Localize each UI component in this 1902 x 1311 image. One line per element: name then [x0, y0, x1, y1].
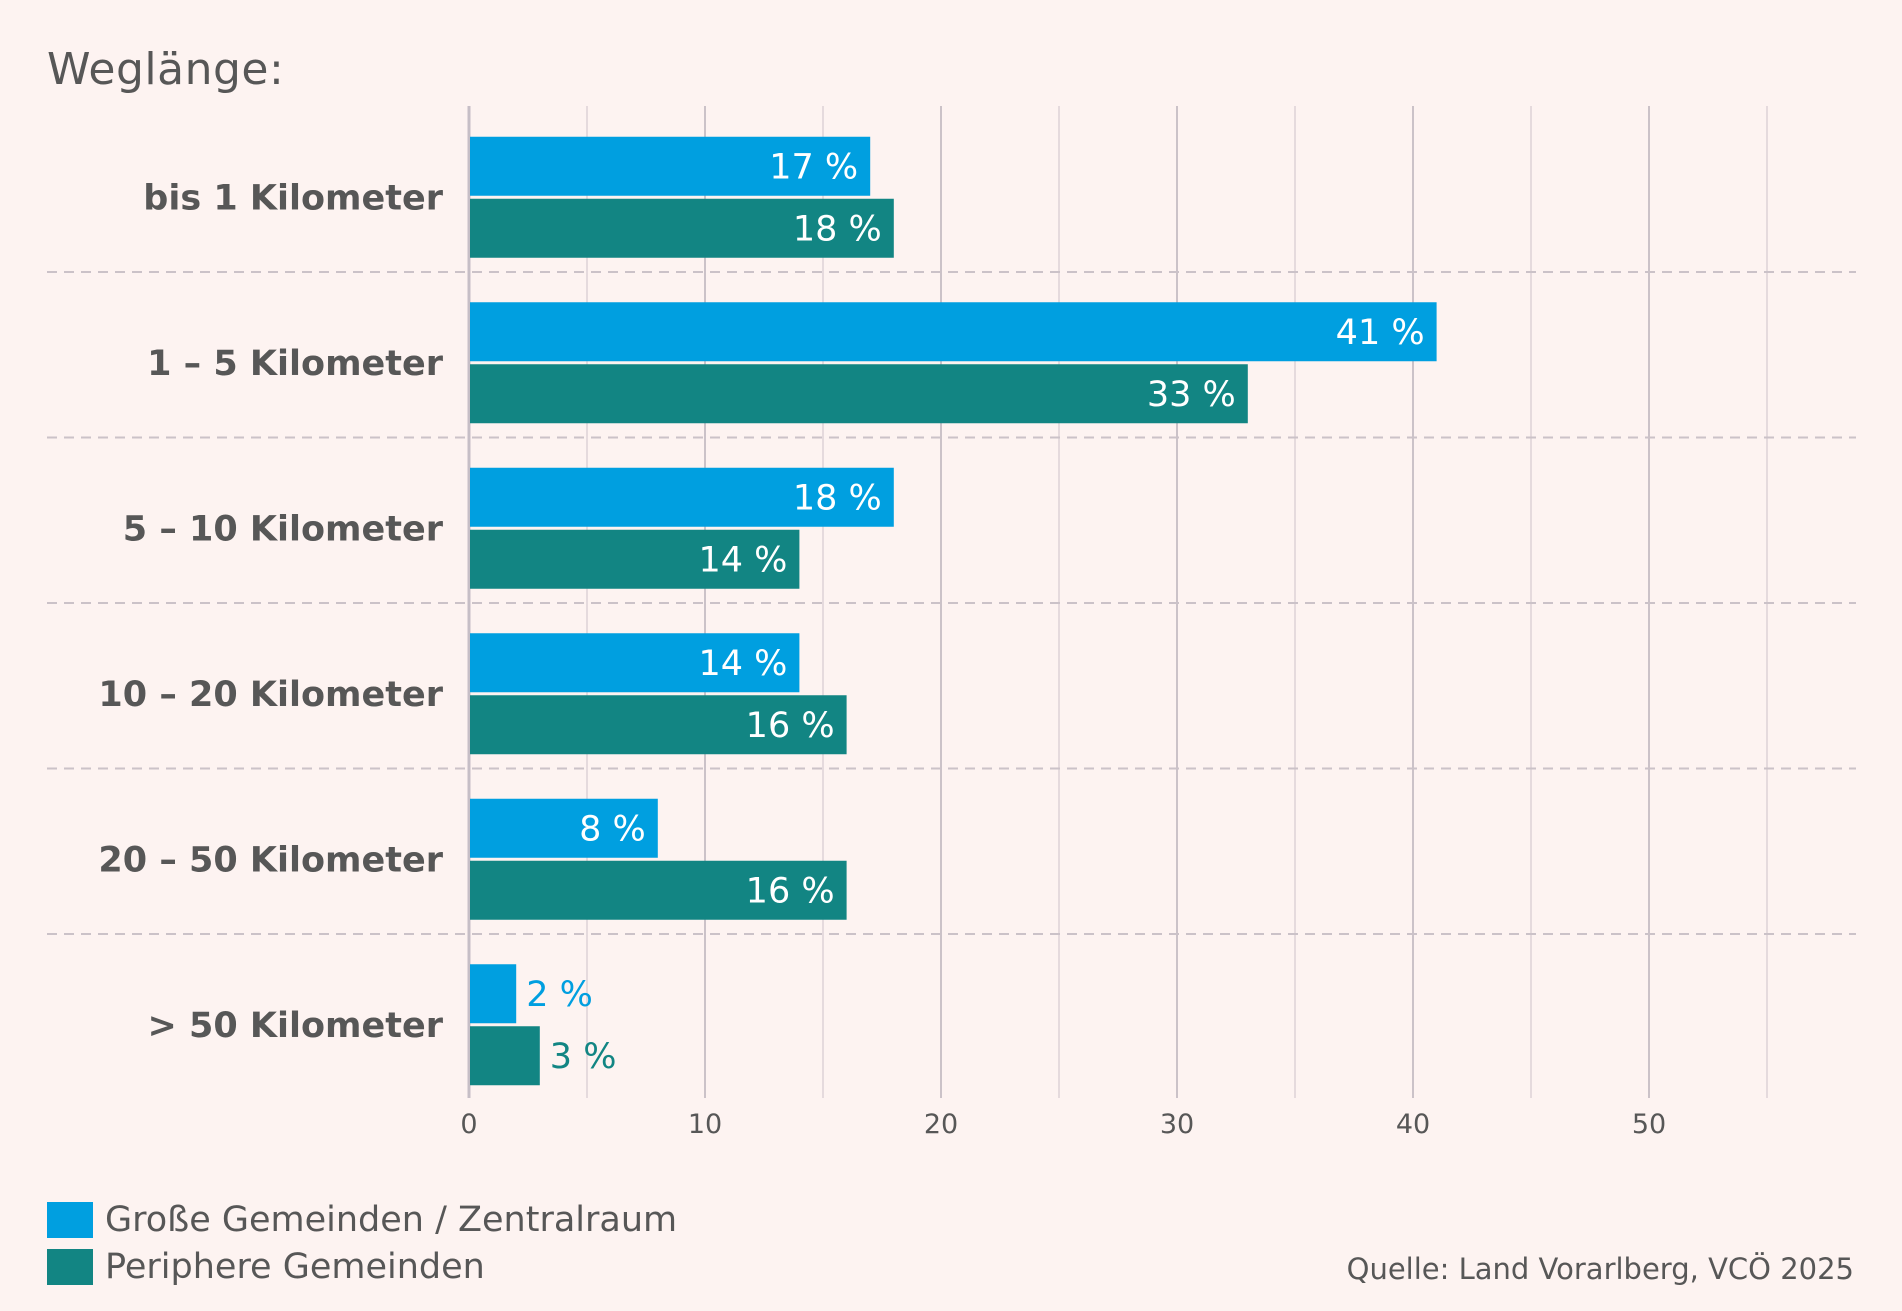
x-tick-label: 40 [1396, 1109, 1430, 1140]
bar-series2 [470, 529, 800, 589]
legend-item-series2: Periphere Gemeinden [47, 1243, 677, 1290]
bar-series2 [470, 860, 847, 920]
x-tick-label: 50 [1632, 1109, 1666, 1140]
data-label: 17 % [769, 147, 858, 187]
x-tick-label: 20 [924, 1109, 958, 1140]
source-note: Quelle: Land Vorarlberg, VCÖ 2025 [1346, 1252, 1854, 1286]
data-label: 2 % [526, 975, 593, 1015]
legend-label-series1: Große Gemeinden / Zentralraum [105, 1199, 678, 1240]
category-label: 1 – 5 Kilometer [147, 344, 444, 384]
x-tick-label: 0 [460, 1109, 477, 1140]
bar-series1 [470, 467, 894, 527]
data-label: 14 % [698, 540, 787, 580]
bar-series2 [470, 695, 847, 755]
chart-title: Weglänge: [47, 44, 285, 95]
category-label: bis 1 Kilometer [143, 178, 443, 218]
data-label: 18 % [793, 209, 882, 249]
legend-swatch-series2 [47, 1248, 93, 1285]
legend: Große Gemeinden / Zentralraum Periphere … [47, 1196, 677, 1290]
data-label: 8 % [579, 809, 646, 849]
legend-label-series2: Periphere Gemeinden [105, 1246, 485, 1287]
bar-series1 [470, 302, 1437, 362]
data-label: 18 % [793, 478, 882, 518]
x-tick-label: 10 [688, 1109, 722, 1140]
legend-swatch-series1 [47, 1201, 93, 1238]
x-tick-label: 30 [1160, 1109, 1194, 1140]
category-label: > 50 Kilometer [147, 1006, 443, 1046]
legend-item-series1: Große Gemeinden / Zentralraum [47, 1196, 677, 1243]
data-label: 16 % [746, 871, 835, 911]
data-label: 41 % [1336, 313, 1425, 353]
data-label: 3 % [550, 1037, 617, 1077]
bar-series1 [470, 136, 871, 196]
bar-series1 [470, 798, 658, 858]
category-label: 10 – 20 Kilometer [98, 675, 443, 715]
bar-series1 [470, 633, 800, 693]
category-label: 5 – 10 Kilometer [123, 509, 444, 549]
data-label: 16 % [746, 706, 835, 746]
data-label: 33 % [1147, 375, 1236, 415]
bar-series2 [470, 1026, 540, 1086]
bar-series2 [470, 364, 1248, 424]
category-label: 20 – 50 Kilometer [98, 840, 443, 880]
data-label: 14 % [698, 644, 787, 684]
bar-series1 [470, 964, 517, 1024]
bar-series2 [470, 198, 894, 258]
